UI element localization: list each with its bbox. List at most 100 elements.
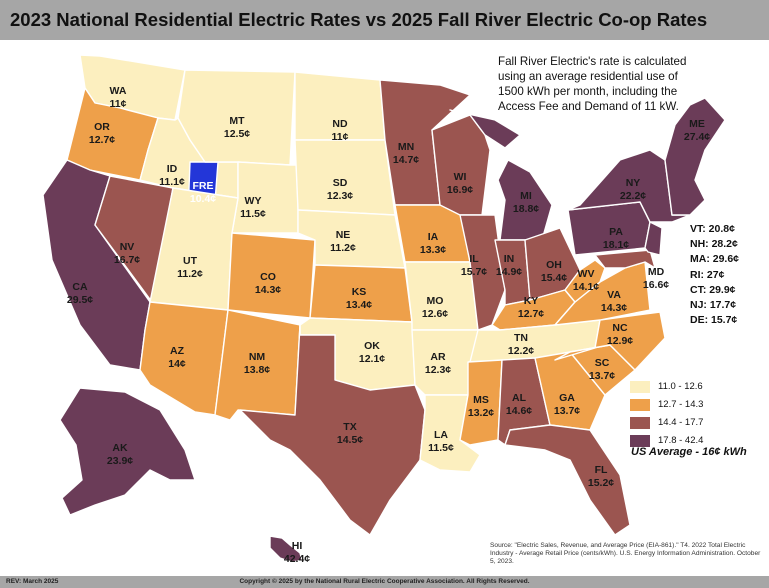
state-abbr-mn: MN: [398, 141, 414, 153]
state-abbr-wi: WI: [454, 171, 467, 183]
state-abbr-wv: WV: [578, 268, 595, 280]
state-abbr-il: IL: [469, 253, 479, 265]
state-rate-ia: 13.3¢: [420, 244, 446, 256]
state-rate-md: 16.6¢: [643, 279, 669, 291]
state-abbr-sd: SD: [333, 177, 348, 189]
state-rate-fl: 15.2¢: [588, 477, 614, 489]
state-rate-ky: 12.7¢: [518, 308, 544, 320]
legend-swatch: [630, 398, 650, 411]
legend-item: 12.7 - 14.3: [630, 396, 765, 413]
title-bar: [0, 0, 769, 40]
state-abbr-co: CO: [260, 271, 276, 283]
ne-rate-nj: NJ: 17.7¢: [690, 299, 737, 312]
state-rate-wa: 11¢: [110, 98, 127, 110]
state-nc: [554, 311, 666, 371]
state-abbr-id: ID: [167, 163, 178, 175]
state-rate-ut: 11.2¢: [177, 268, 203, 280]
state-abbr-va: VA: [607, 289, 621, 301]
legend-label: 12.7 - 14.3: [658, 399, 704, 410]
state-rate-nd: 11¢: [332, 131, 349, 143]
legend-label: 17.8 - 42.4: [658, 435, 704, 446]
state-rate-hi: 42.4¢: [284, 553, 310, 565]
state-abbr-oh: OH: [546, 259, 562, 271]
state-shapes: [42, 54, 726, 563]
state-rate-ak: 23.9¢: [107, 455, 133, 467]
state-abbr-mt: MT: [229, 115, 245, 127]
state-ga: [534, 351, 606, 431]
state-rate-oh: 15.4¢: [541, 272, 567, 284]
state-rate-id: 11.1¢: [159, 176, 185, 188]
state-nj: [644, 221, 663, 256]
state-rate-me: 27.4¢: [684, 131, 710, 143]
ne-rate-de: DE: 15.7¢: [690, 314, 738, 327]
northeast-rate-list: VT: 20.8¢ NH: 28.2¢ MA: 29.6¢ RI: 27¢ CT…: [690, 222, 739, 328]
ne-rate-ct: CT: 29.9¢: [690, 283, 736, 296]
legend-label: 11.0 - 12.6: [658, 381, 703, 392]
state-abbr-ny: NY: [626, 177, 641, 189]
state-abbr-ks: KS: [352, 286, 367, 298]
source-citation: Source: "Electric Sales, Revenue, and Av…: [490, 542, 761, 566]
legend-item: 17.8 - 42.4: [630, 432, 765, 449]
state-abbr-ky: KY: [524, 295, 539, 307]
ne-rate-ma: MA: 29.6¢: [690, 253, 740, 266]
legend-label: 14.4 - 17.7: [658, 417, 704, 428]
state-abbr-tx: TX: [343, 421, 356, 433]
state-rate-il: 15.7¢: [461, 266, 487, 278]
state-abbr-ms: MS: [473, 394, 489, 406]
state-rate-mn: 14.7¢: [393, 154, 419, 166]
state-rate-mt: 12.5¢: [224, 128, 250, 140]
fall-river-note: Fall River Electric's rate is calculated…: [498, 55, 687, 113]
state-abbr-sc: SC: [595, 357, 610, 369]
state-abbr-ar: AR: [430, 351, 446, 363]
state-abbr-wa: WA: [110, 85, 127, 97]
state-abbr-me: ME: [689, 118, 705, 130]
state-abbr-ga: GA: [559, 392, 575, 404]
state-abbr-nv: NV: [120, 241, 135, 253]
state-rate-ny: 22.2¢: [620, 190, 646, 202]
state-rate-ms: 13.2¢: [468, 407, 494, 419]
state-abbr-md: MD: [648, 266, 665, 278]
state-abbr-ok: OK: [364, 340, 380, 352]
legend-item: 14.4 - 17.7: [630, 414, 765, 431]
state-rate-ga: 13.7¢: [554, 405, 580, 417]
state-abbr-mo: MO: [427, 295, 444, 307]
state-rate-az: 14¢: [168, 358, 186, 370]
state-rate-ok: 12.1¢: [359, 353, 385, 365]
state-abbr-al: AL: [512, 392, 527, 404]
state-rate-sd: 12.3¢: [327, 190, 353, 202]
ne-rate-nh: NH: 28.2¢: [690, 238, 738, 251]
state-rate-wi: 16.9¢: [447, 184, 473, 196]
state-rate-ar: 12.3¢: [425, 364, 451, 376]
ne-rate-ri: RI: 27¢: [690, 268, 725, 281]
state-abbr-az: AZ: [170, 345, 185, 357]
state-abbr-ne: NE: [336, 229, 351, 241]
state-rate-al: 14.6¢: [506, 405, 532, 417]
state-rate-co: 14.3¢: [255, 284, 281, 296]
state-rate-tn: 12.2¢: [508, 345, 534, 357]
state-abbr-ia: IA: [428, 231, 439, 243]
legend: 11.0 - 12.6 12.7 - 14.3 14.4 - 17.7 17.8…: [630, 378, 765, 450]
state-abbr-la: LA: [434, 429, 448, 441]
us-average-label: US Average - 16¢ kWh: [631, 446, 747, 458]
copyright-notice: Copyright © 2025 by the National Rural E…: [239, 578, 530, 585]
state-fl: [504, 424, 631, 536]
state-mi-upper: [449, 109, 521, 149]
state-mt: [177, 69, 296, 166]
state-abbr-nm: NM: [249, 351, 266, 363]
state-abbr-ak: AK: [112, 442, 128, 454]
state-rate-or: 12.7¢: [89, 134, 115, 146]
state-abbr-fre: FRE: [193, 180, 214, 192]
state-abbr-ca: CA: [72, 281, 88, 293]
state-rate-in: 14.9¢: [496, 266, 522, 278]
state-new-england: [664, 97, 726, 216]
state-abbr-fl: FL: [595, 464, 608, 476]
ne-rate-vt: VT: 20.8¢: [690, 223, 735, 235]
state-rate-ca: 29.5¢: [67, 294, 93, 306]
state-rate-pa: 18.1¢: [603, 239, 629, 251]
legend-item: 11.0 - 12.6: [630, 378, 765, 395]
state-abbr-tn: TN: [514, 332, 528, 344]
state-abbr-pa: PA: [609, 226, 623, 238]
revision-date: REV: March 2025: [6, 578, 59, 585]
